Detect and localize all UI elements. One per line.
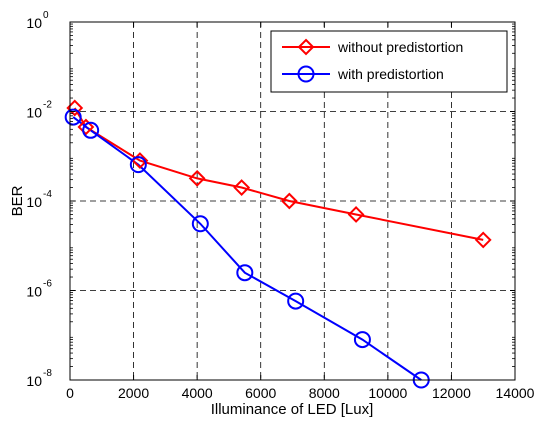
y-tick-label: 10 -8 — [26, 368, 52, 389]
x-tick-label: 2000 — [118, 385, 149, 401]
y-tick-label: 10 -2 — [26, 100, 52, 121]
y-tick-exponent: -2 — [43, 100, 52, 111]
y-tick-exponent: -8 — [43, 368, 52, 379]
data-point-circle — [129, 156, 147, 174]
y-tick-exponent: -4 — [43, 189, 52, 200]
x-axis-title: Illuminance of LED [Lux] — [211, 401, 374, 418]
x-tick-label: 12000 — [432, 385, 471, 401]
y-tick-base: 10 — [26, 105, 42, 121]
legend-marker-diamond — [297, 38, 315, 56]
data-point-circle — [82, 121, 100, 139]
data-point-diamond — [280, 192, 298, 210]
legend-marker-diamond — [297, 38, 315, 56]
series-line-1 — [72, 116, 422, 381]
y-tick-base: 10 — [26, 373, 42, 389]
y-tick-exponent: 0 — [43, 10, 49, 21]
x-tick-label: 0 — [66, 385, 74, 401]
y-tick-exponent: -6 — [43, 279, 52, 290]
data-point-circle — [353, 331, 371, 349]
axis-ticks — [69, 21, 516, 381]
y-tick-base: 10 — [26, 15, 42, 31]
data-point-circle — [236, 264, 254, 282]
data-point-diamond — [347, 206, 365, 223]
data-point-diamond — [188, 169, 206, 187]
data-point-circle — [64, 108, 82, 126]
legend-label-with: with predistortion — [337, 66, 444, 82]
x-tick-label: 10000 — [368, 385, 407, 401]
x-tick-label: 14000 — [496, 385, 535, 401]
y-tick-base: 10 — [26, 284, 42, 300]
data-point-diamond — [233, 179, 251, 196]
legend-box — [270, 30, 508, 93]
data-point-circle — [287, 292, 305, 310]
x-tick-label: 4000 — [182, 385, 213, 401]
y-tick-label: 10 -6 — [26, 279, 52, 300]
x-tick-label: 6000 — [245, 385, 276, 401]
y-tick-label: 10 0 — [26, 10, 49, 31]
legend: without predistortion with predistortion — [270, 30, 508, 93]
y-tick-label: 10 -4 — [26, 189, 52, 210]
x-tick-label: 8000 — [309, 385, 340, 401]
data-point-diamond — [474, 231, 492, 249]
data-point-circle — [191, 215, 209, 233]
series-markers — [64, 99, 492, 389]
y-axis-title: BER — [9, 185, 26, 216]
y-tick-base: 10 — [26, 194, 42, 210]
legend-label-without: without predistortion — [337, 39, 463, 55]
data-point-diamond — [77, 118, 95, 136]
x-tick-labels: 0 2000 4000 6000 8000 10000 12000 14000 — [66, 385, 535, 401]
series-lines — [72, 107, 484, 381]
legend-marker-circle — [297, 65, 315, 83]
legend-marker-circle — [297, 65, 315, 83]
